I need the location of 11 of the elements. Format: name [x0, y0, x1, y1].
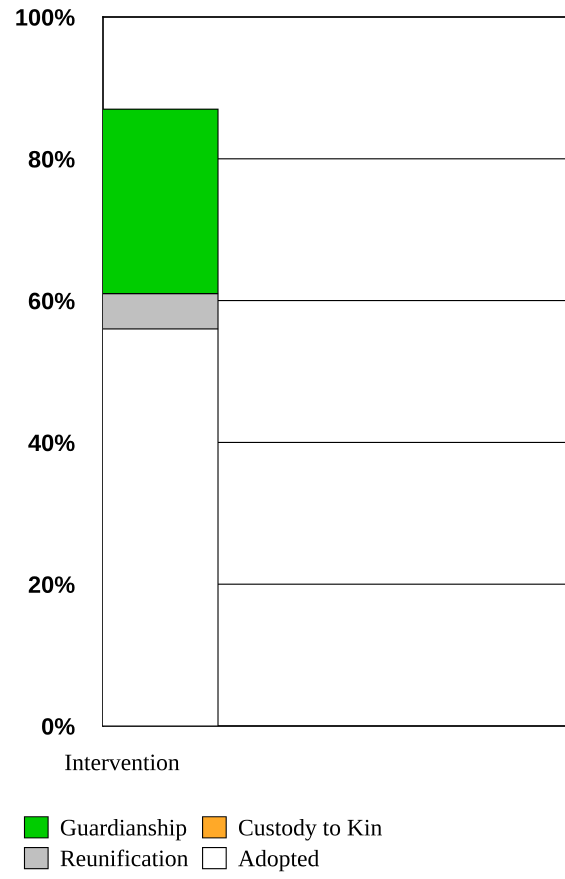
- legend-label: Reunification: [60, 850, 188, 866]
- y-tick-label: 20%: [28, 576, 75, 593]
- y-tick-label: 80%: [28, 150, 75, 168]
- legend-label: Custody to Kin: [238, 819, 382, 840]
- y-tick-label: 40%: [28, 434, 75, 452]
- legend-label: Adopted: [238, 850, 320, 872]
- y-tick-label: 0%: [42, 718, 75, 735]
- y-tick-label: 60%: [28, 292, 75, 310]
- y-tick-label: 100%: [16, 9, 75, 26]
- x-tick-label: Intervention: [65, 754, 180, 770]
- legend-label: Guardianship: [60, 819, 186, 840]
